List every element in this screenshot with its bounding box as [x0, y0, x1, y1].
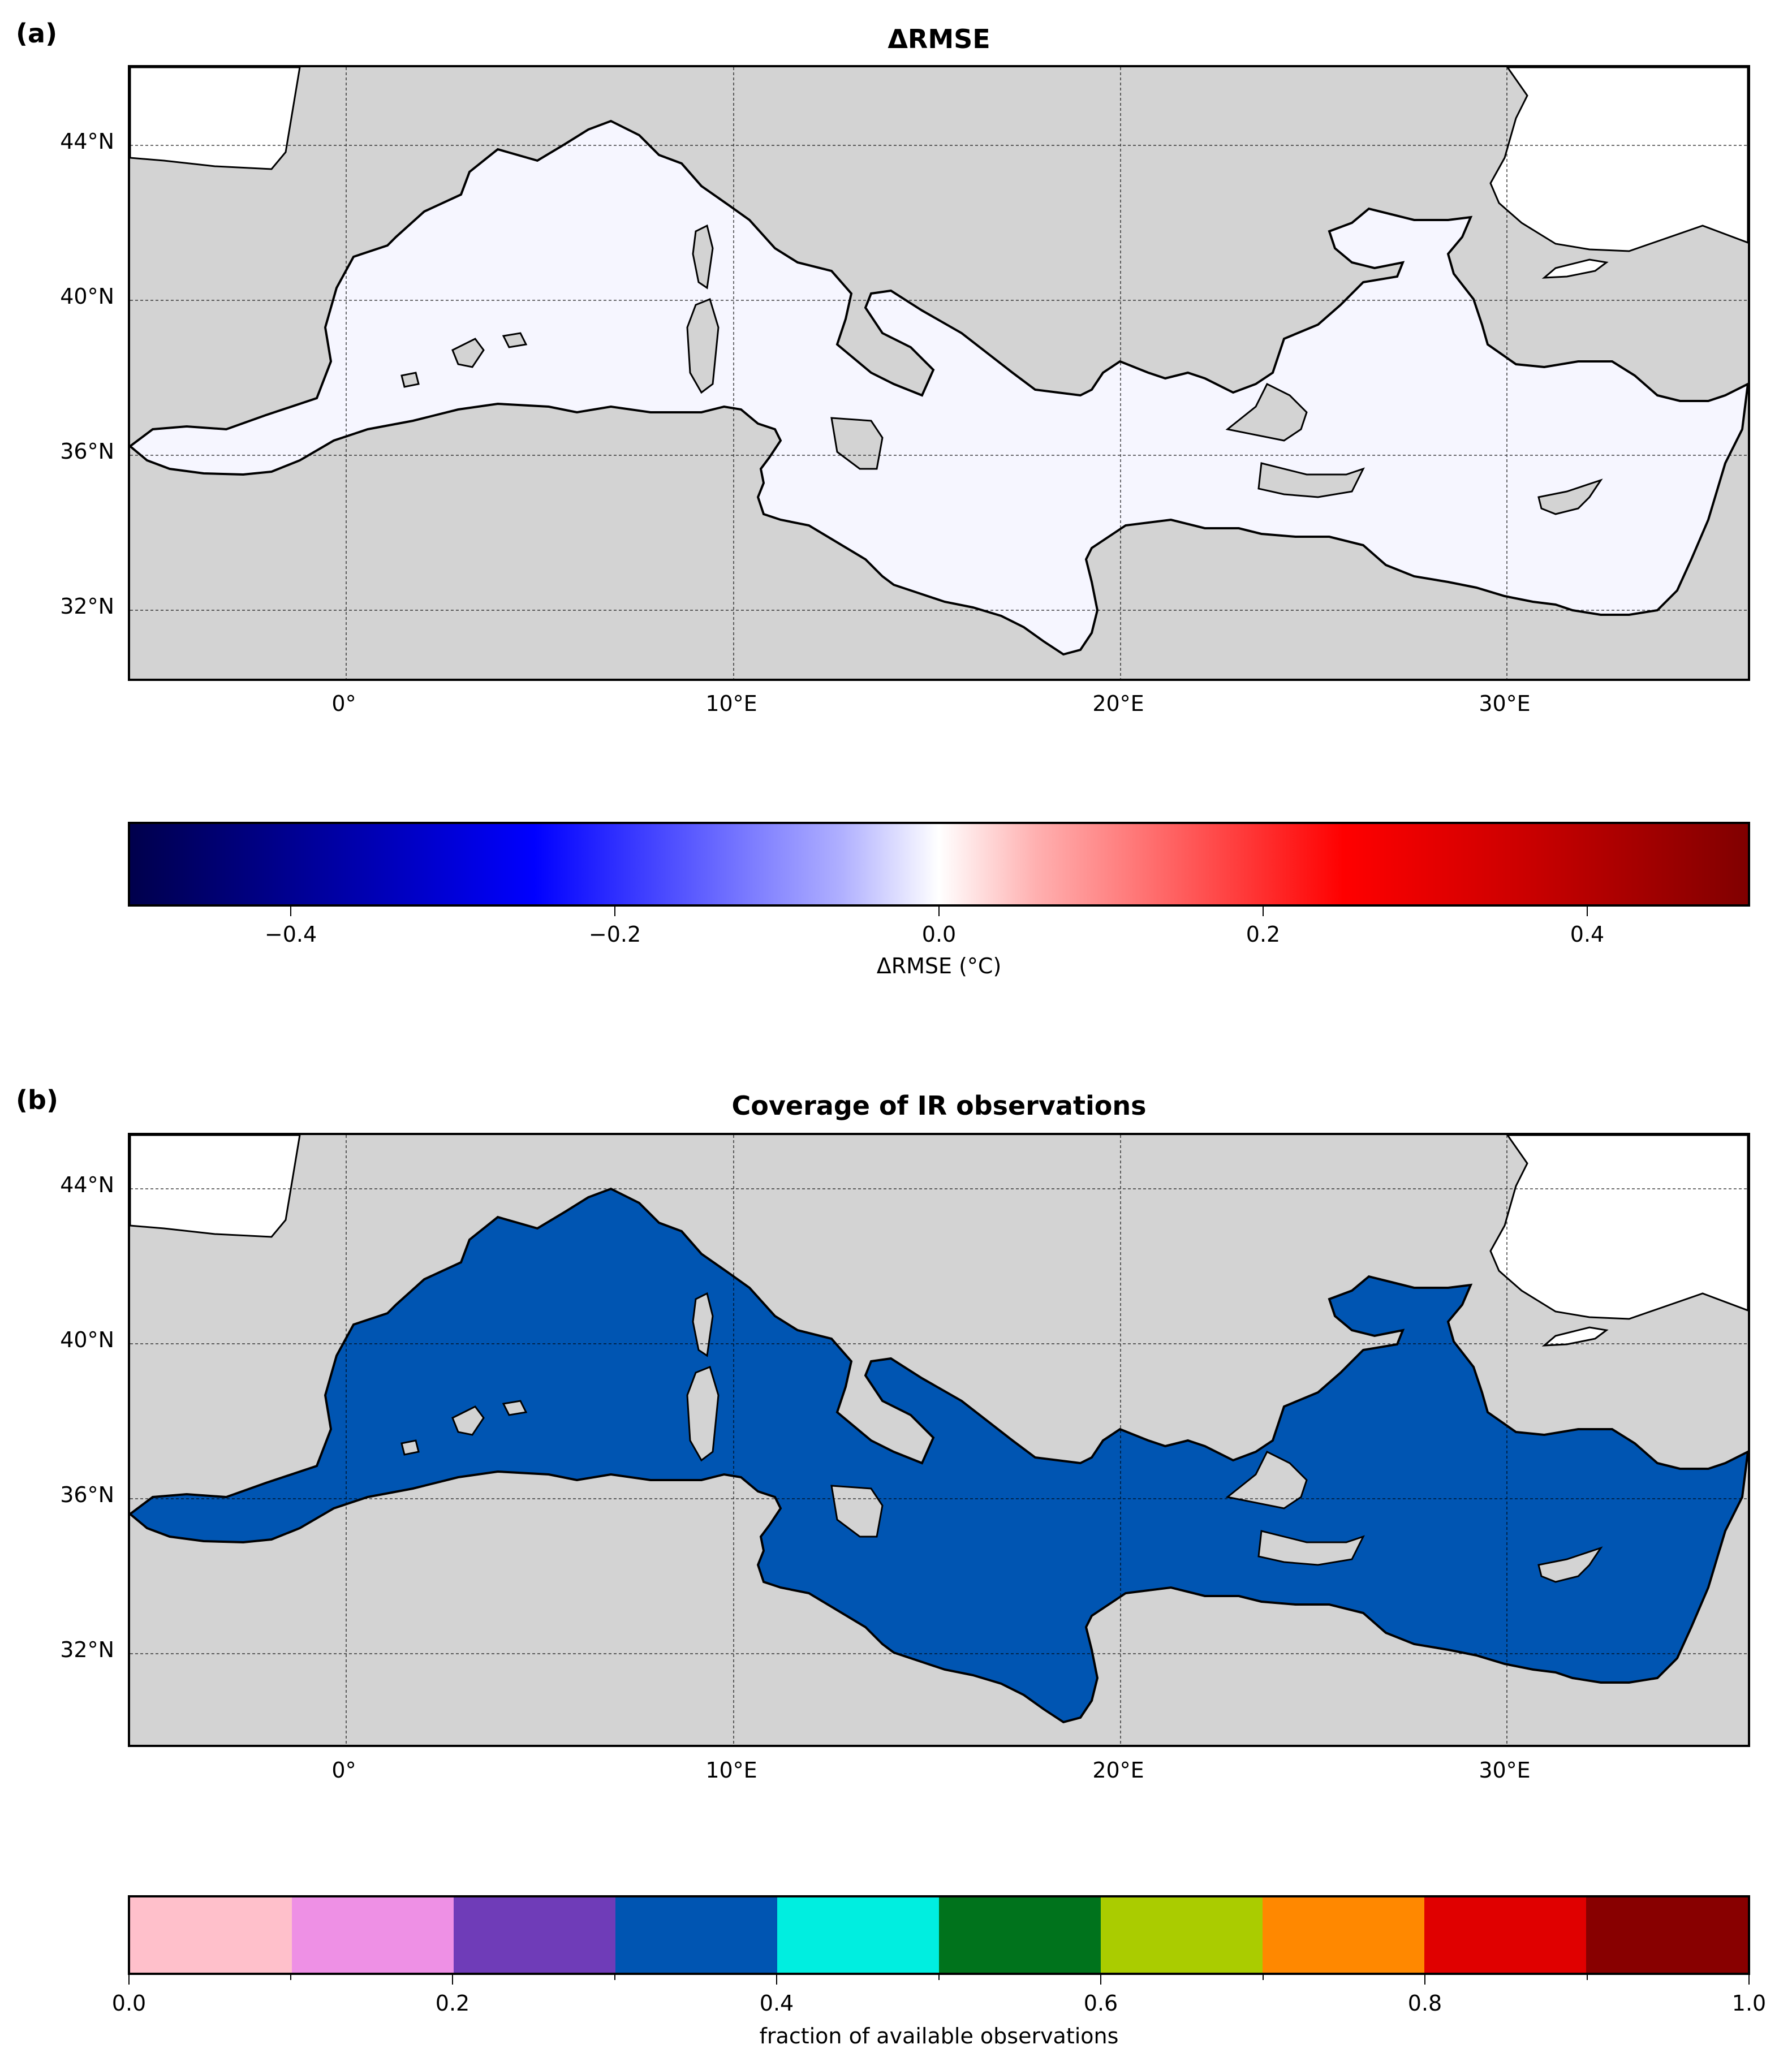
colorbar-bin: [292, 1897, 454, 1973]
colorbar-a-tick-label: 0.4: [1570, 922, 1605, 947]
colorbar-tick: [614, 906, 615, 916]
lon-label-30e: 30°E: [1479, 691, 1531, 716]
panel-b-label: (b): [16, 1085, 58, 1115]
lon-label-0: 0°: [331, 691, 356, 716]
colorbar-minor-tick: [938, 1974, 940, 1980]
colorbar-b-tick-label: 1.0: [1731, 1991, 1767, 2016]
colorbar-bin: [1424, 1897, 1586, 1973]
colorbar-bin: [615, 1897, 777, 1973]
lat-label-44n: 44°N: [60, 1172, 114, 1197]
lat-label-32n: 32°N: [60, 1637, 114, 1662]
lat-label-44n: 44°N: [60, 129, 114, 154]
colorbar-b-tick-label: 0.6: [1083, 1991, 1118, 2016]
colorbar-tick: [128, 1974, 130, 1985]
lon-label-0: 0°: [331, 1758, 356, 1783]
colorbar-tick: [776, 1974, 777, 1985]
lat-label-40n: 40°N: [60, 1327, 114, 1352]
colorbar-tick: [1587, 906, 1588, 916]
colorbar-a-tick-label: 0.0: [921, 922, 957, 947]
panel-a-label: (a): [16, 18, 58, 49]
lat-label-40n: 40°N: [60, 284, 114, 309]
colorbar-a-tick-label: −0.4: [264, 922, 317, 947]
colorbar-minor-tick: [614, 1974, 615, 1980]
lat-label-36n: 36°N: [60, 439, 114, 464]
lon-label-20e: 20°E: [1092, 691, 1144, 716]
delta-rmse-map: [128, 65, 1750, 681]
colorbar-bin: [777, 1897, 939, 1973]
colorbar-b-tick-label: 0.4: [759, 1991, 794, 2016]
colorbar-bin: [1263, 1897, 1424, 1973]
colorbar-bin: [1586, 1897, 1748, 1973]
colorbar-tick: [938, 906, 940, 916]
coverage-colorbar: [128, 1895, 1750, 1975]
colorbar-tick: [290, 906, 291, 916]
lon-label-20e: 20°E: [1092, 1758, 1144, 1783]
colorbar-b-tick-label: 0.2: [435, 1991, 470, 2016]
colorbar-minor-tick: [1263, 1974, 1264, 1980]
colorbar-b-tick-label: 0.0: [111, 1991, 147, 2016]
colorbar-minor-tick: [290, 1974, 291, 1980]
lon-label-10e: 10°E: [705, 1758, 757, 1783]
colorbar-bin: [130, 1897, 292, 1973]
colorbar-tick: [1100, 1974, 1101, 1985]
colorbar-a-label: ΔRMSE (°C): [876, 954, 1002, 978]
colorbar-tick: [1748, 1974, 1750, 1985]
colorbar-minor-tick: [1587, 1974, 1588, 1980]
colorbar-b-tick-label: 0.8: [1407, 1991, 1442, 2016]
colorbar-tick: [1424, 1974, 1425, 1985]
colorbar-bin: [939, 1897, 1101, 1973]
lat-label-32n: 32°N: [60, 594, 114, 619]
ir-coverage-map: [128, 1133, 1750, 1747]
colorbar-bin: [1101, 1897, 1263, 1973]
lon-label-10e: 10°E: [705, 691, 757, 716]
panel-b-title: Coverage of IR observations: [731, 1090, 1147, 1121]
delta-rmse-colorbar: [128, 822, 1750, 907]
colorbar-b-label: fraction of available observations: [759, 2024, 1119, 2048]
colorbar-tick: [452, 1974, 453, 1985]
colorbar-tick: [1263, 906, 1264, 916]
panel-a-title: ΔRMSE: [888, 24, 990, 54]
lat-label-36n: 36°N: [60, 1482, 114, 1507]
lon-label-30e: 30°E: [1479, 1758, 1531, 1783]
colorbar-bin: [454, 1897, 615, 1973]
colorbar-a-tick-label: −0.2: [588, 922, 641, 947]
colorbar-a-tick-label: 0.2: [1246, 922, 1281, 947]
